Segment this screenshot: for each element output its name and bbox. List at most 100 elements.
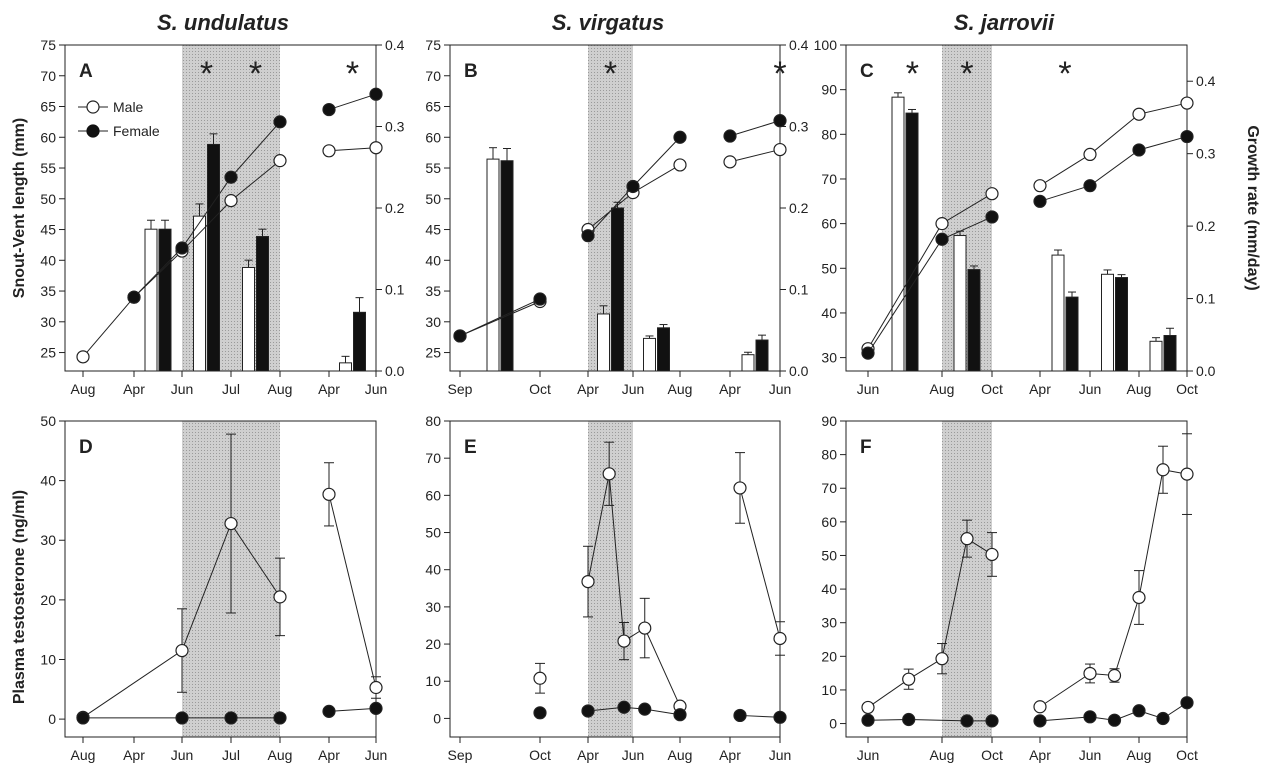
svl_female-point	[773, 114, 787, 128]
svl_female-point	[127, 290, 141, 304]
y-tick-label: 70	[425, 450, 441, 466]
x-tick-label: Oct	[529, 747, 551, 763]
male-testosterone-point	[175, 643, 189, 658]
y-tick-label-right: 0.4	[789, 37, 809, 53]
male-testosterone-point	[1107, 668, 1122, 683]
growth-bar-male	[339, 362, 352, 372]
legend-male-marker	[86, 100, 100, 114]
male-testosterone-point	[602, 467, 616, 481]
y-tick-label-left: 40	[40, 252, 56, 268]
significance-star: *	[906, 55, 919, 93]
male-testosterone-point	[1180, 467, 1194, 481]
x-tick-label: Jul	[222, 747, 240, 763]
male-testosterone-point	[617, 634, 631, 648]
significance-star: *	[1058, 55, 1071, 93]
svl_male-point	[322, 144, 336, 158]
y-tick-label-left: 25	[425, 345, 441, 361]
male-testosterone-point	[902, 672, 916, 686]
growth-bar-female	[611, 207, 624, 372]
y-tick-label-right: 0.1	[385, 282, 405, 298]
y-tick-label: 40	[821, 581, 837, 597]
svl_female-point	[1033, 194, 1047, 208]
significance-star: *	[773, 55, 786, 93]
x-tick-label: Apr	[719, 381, 741, 397]
growth-bar-male	[1051, 254, 1065, 372]
male-testosterone-point	[581, 575, 595, 589]
male-testosterone-point	[773, 631, 787, 646]
male-testosterone-point	[1156, 463, 1170, 477]
y-tick-label-left: 65	[40, 99, 56, 115]
female-testosterone-point	[902, 712, 916, 727]
growth-bar-male	[144, 228, 158, 372]
growth-bar-female	[207, 143, 220, 372]
y-tick-label-left: 100	[814, 37, 838, 53]
y-tick-label: 0	[829, 716, 837, 732]
x-tick-label: Apr	[577, 747, 599, 763]
male-testosterone-point	[224, 516, 238, 531]
shaded-region	[588, 45, 633, 371]
x-tick-label: Apr	[1029, 747, 1051, 763]
panel-letter: F	[860, 437, 872, 458]
y-tick-label-left: 90	[821, 82, 837, 98]
svl_male-point	[273, 154, 287, 168]
x-tick-label: Jun	[857, 381, 880, 397]
y-tick-label-left: 50	[425, 191, 441, 207]
x-tick-label: Aug	[71, 381, 96, 397]
svl_male-point	[673, 158, 687, 172]
significance-star: *	[604, 55, 617, 93]
svl_female-point	[723, 129, 737, 143]
x-tick-label: Aug	[668, 381, 693, 397]
x-tick-label: Jun	[171, 381, 194, 397]
female-testosterone-point	[960, 714, 974, 728]
y-tick-label-left: 45	[425, 222, 441, 238]
panel-b: B Sep Oct Apr Jun Aug Apr Jun 25 30 35 40 45 50 55 60 65…	[425, 37, 808, 397]
growth-bar-female	[755, 339, 769, 372]
x-tick-label: Aug	[268, 747, 293, 763]
male-testosterone-line	[82, 522, 281, 718]
growth-bar-female	[1065, 296, 1079, 372]
x-tick-label: Aug	[71, 747, 96, 763]
y-tick-label-left: 70	[40, 68, 56, 84]
y-tick-label-left: 55	[40, 160, 56, 176]
y-tick-label: 20	[821, 648, 837, 664]
x-tick-label: Aug	[1127, 747, 1152, 763]
svl_male-point	[935, 217, 949, 231]
y-tick-label-right: 0.1	[789, 282, 809, 298]
female-testosterone-point	[369, 701, 383, 715]
panel-e: E Sep Oct Apr Jun Aug Apr Jun 0 10 20 30 40 50 60 70 80	[425, 413, 791, 763]
x-tick-label: Jun	[857, 747, 880, 763]
x-tick-label: Jun	[1079, 747, 1102, 763]
growth-bar-female	[967, 269, 981, 372]
male-testosterone-point	[935, 652, 949, 666]
svl_male-line	[328, 147, 377, 152]
growth-bar-female	[657, 327, 670, 372]
y-axis-label-growth: Growth rate (mm/day)	[1244, 125, 1261, 290]
male-testosterone-point	[369, 680, 383, 695]
x-tick-label: Apr	[123, 747, 145, 763]
y-tick-label-left: 55	[425, 160, 441, 176]
y-tick-label: 70	[821, 480, 837, 496]
female-testosterone-point	[224, 711, 238, 725]
y-tick-label-right: 0.3	[789, 119, 809, 135]
y-tick-label: 60	[821, 514, 837, 530]
y-tick-label: 50	[425, 525, 441, 541]
female-testosterone-point	[322, 704, 336, 718]
y-tick-label: 80	[821, 447, 837, 463]
y-tick-label: 80	[425, 413, 441, 429]
y-tick-label-right: 0.0	[1196, 363, 1216, 379]
svl_male-line	[1039, 102, 1188, 187]
y-tick-label-left: 50	[821, 260, 837, 276]
female-testosterone-point	[861, 713, 875, 727]
y-tick-label: 50	[821, 547, 837, 563]
female-testosterone-point	[1107, 713, 1122, 727]
male-testosterone-point	[273, 590, 287, 604]
svl_male-point	[723, 155, 737, 169]
female-testosterone-line	[587, 706, 681, 716]
growth-bar-female	[158, 228, 172, 372]
svl_male-point	[224, 194, 238, 208]
svl_male-point	[985, 187, 999, 201]
y-tick-label-left: 60	[821, 216, 837, 232]
y-tick-label-left: 40	[425, 252, 441, 268]
female-testosterone-point	[1132, 704, 1146, 718]
y-tick-label-left: 65	[425, 99, 441, 115]
